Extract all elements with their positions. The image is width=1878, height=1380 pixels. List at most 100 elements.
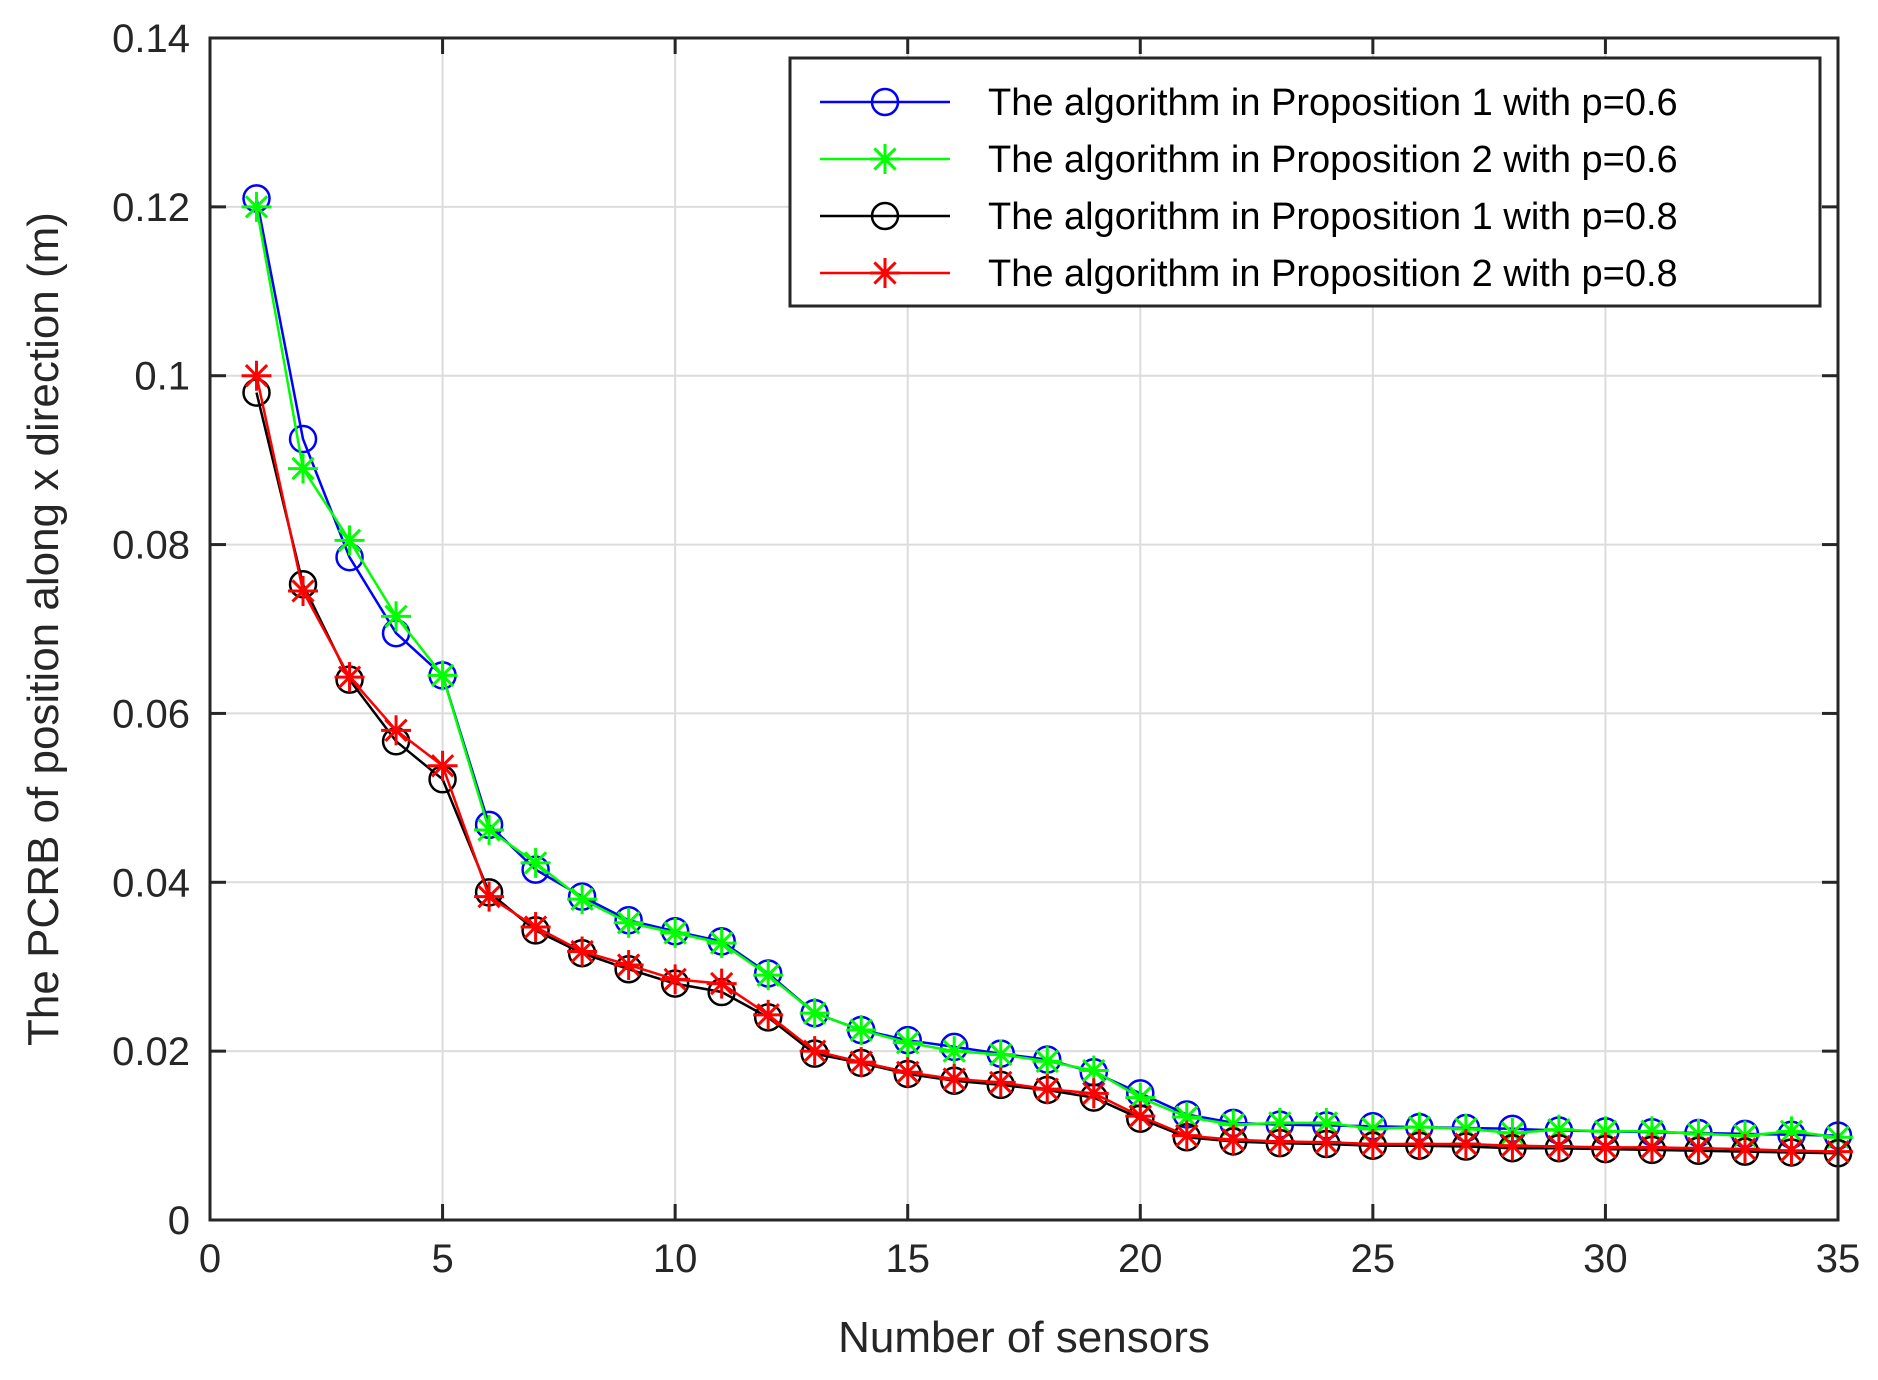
marker-stroke bbox=[1593, 1135, 1618, 1160]
marker-stroke bbox=[1082, 1058, 1106, 1083]
marker-stroke bbox=[1175, 1123, 1199, 1148]
marker-stroke bbox=[1314, 1111, 1339, 1135]
data-point bbox=[706, 928, 737, 959]
marker-stroke bbox=[1547, 1134, 1571, 1159]
data-point bbox=[288, 424, 318, 454]
data-point bbox=[892, 1027, 923, 1058]
data-point bbox=[1590, 1132, 1621, 1163]
y-tick-label: 0.06 bbox=[112, 692, 190, 736]
data-point bbox=[892, 1057, 923, 1088]
data-point bbox=[427, 660, 458, 691]
y-tick-label: 0.1 bbox=[134, 355, 190, 399]
x-tick-label: 35 bbox=[1816, 1237, 1861, 1281]
y-axis-title: The PCRB of position along x direction (… bbox=[19, 212, 68, 1046]
data-point bbox=[1683, 1133, 1714, 1164]
data-point bbox=[753, 999, 784, 1030]
data-point bbox=[427, 750, 458, 781]
marker-stroke bbox=[1035, 1049, 1059, 1073]
data-point bbox=[1218, 1124, 1249, 1155]
marker-stroke bbox=[1500, 1134, 1525, 1158]
marker-stroke bbox=[291, 579, 315, 603]
marker-stroke bbox=[1128, 1085, 1152, 1110]
marker-stroke bbox=[1221, 1128, 1245, 1152]
marker-stroke bbox=[1454, 1132, 1478, 1156]
x-tick-label: 20 bbox=[1118, 1237, 1163, 1281]
data-point bbox=[939, 1036, 970, 1067]
marker-stroke bbox=[1686, 1136, 1711, 1160]
data-point bbox=[1311, 1127, 1342, 1158]
x-tick-label: 10 bbox=[653, 1237, 698, 1281]
data-point bbox=[288, 453, 319, 484]
data-point bbox=[288, 576, 319, 607]
data-point bbox=[1543, 1131, 1574, 1162]
axes bbox=[208, 36, 1840, 1222]
legend-item: The algorithm in Proposition 2 with p=0.… bbox=[820, 253, 1678, 295]
legend: The algorithm in Proposition 1 with p=0.… bbox=[788, 56, 1822, 308]
marker-stroke bbox=[477, 884, 501, 909]
marker-stroke bbox=[803, 1039, 827, 1063]
marker-stroke bbox=[849, 1018, 873, 1042]
marker-stroke bbox=[523, 851, 548, 875]
x-tick-label: 5 bbox=[431, 1237, 453, 1281]
marker-stroke bbox=[523, 915, 548, 939]
marker-stroke bbox=[570, 939, 594, 964]
data-point bbox=[381, 601, 412, 632]
legend-item: The algorithm in Proposition 2 with p=0.… bbox=[820, 139, 1678, 181]
y-tick-label: 0.08 bbox=[112, 524, 190, 568]
marker-stroke bbox=[1779, 1119, 1804, 1144]
data-point bbox=[706, 968, 737, 999]
marker-stroke bbox=[1733, 1137, 1757, 1161]
data-point bbox=[1032, 1074, 1063, 1105]
marker-stroke bbox=[663, 967, 687, 992]
data-point bbox=[1125, 1082, 1156, 1113]
marker-stroke bbox=[663, 921, 687, 945]
data-point bbox=[1357, 1129, 1388, 1160]
data-point bbox=[985, 1039, 1016, 1070]
data-point bbox=[939, 1064, 970, 1095]
series-4 bbox=[241, 360, 1853, 1167]
x-axis-title: Number of sensors bbox=[838, 1313, 1210, 1362]
marker-stroke bbox=[756, 963, 780, 987]
marker-stroke bbox=[1128, 1104, 1152, 1128]
y-tick-label: 0 bbox=[168, 1199, 190, 1243]
data-point bbox=[1264, 1126, 1295, 1157]
x-tick-label: 25 bbox=[1351, 1237, 1396, 1281]
legend-item: The algorithm in Proposition 1 with p=0.… bbox=[820, 82, 1678, 124]
marker-stroke bbox=[616, 953, 641, 977]
x-tick-label: 0 bbox=[199, 1237, 221, 1281]
data-point bbox=[613, 907, 644, 938]
y-tick-label: 0.12 bbox=[112, 186, 190, 230]
marker-stroke bbox=[1314, 1130, 1339, 1154]
marker-stroke bbox=[709, 931, 734, 955]
marker-stroke bbox=[430, 754, 455, 778]
marker-stroke bbox=[1268, 1129, 1292, 1154]
data-series bbox=[241, 184, 1853, 1168]
data-point bbox=[1032, 1046, 1063, 1077]
data-point bbox=[799, 998, 830, 1029]
legend-marker bbox=[870, 144, 900, 174]
marker-stroke bbox=[896, 1031, 920, 1055]
marker-stroke bbox=[756, 1003, 780, 1027]
marker-stroke bbox=[989, 1070, 1013, 1095]
data-point bbox=[334, 662, 365, 693]
marker-stroke bbox=[337, 528, 362, 553]
data-point bbox=[1776, 1135, 1807, 1166]
data-point bbox=[753, 960, 784, 991]
x-tick-label: 30 bbox=[1583, 1237, 1628, 1281]
marker-stroke bbox=[873, 261, 897, 285]
marker-stroke bbox=[244, 364, 269, 388]
data-point bbox=[241, 360, 272, 391]
data-point bbox=[1497, 1130, 1528, 1161]
marker-stroke bbox=[616, 911, 641, 935]
marker-stroke bbox=[337, 665, 362, 689]
legend-label: The algorithm in Proposition 2 with p=0.… bbox=[988, 139, 1678, 181]
data-point bbox=[660, 964, 691, 995]
data-point bbox=[474, 814, 505, 845]
legend-label: The algorithm in Proposition 1 with p=0.… bbox=[988, 196, 1678, 238]
data-point bbox=[1404, 1129, 1435, 1160]
plot-frame bbox=[208, 36, 1840, 1222]
marker-stroke bbox=[570, 887, 594, 911]
marker-stroke bbox=[384, 604, 408, 629]
y-tick-label: 0.14 bbox=[112, 17, 190, 61]
